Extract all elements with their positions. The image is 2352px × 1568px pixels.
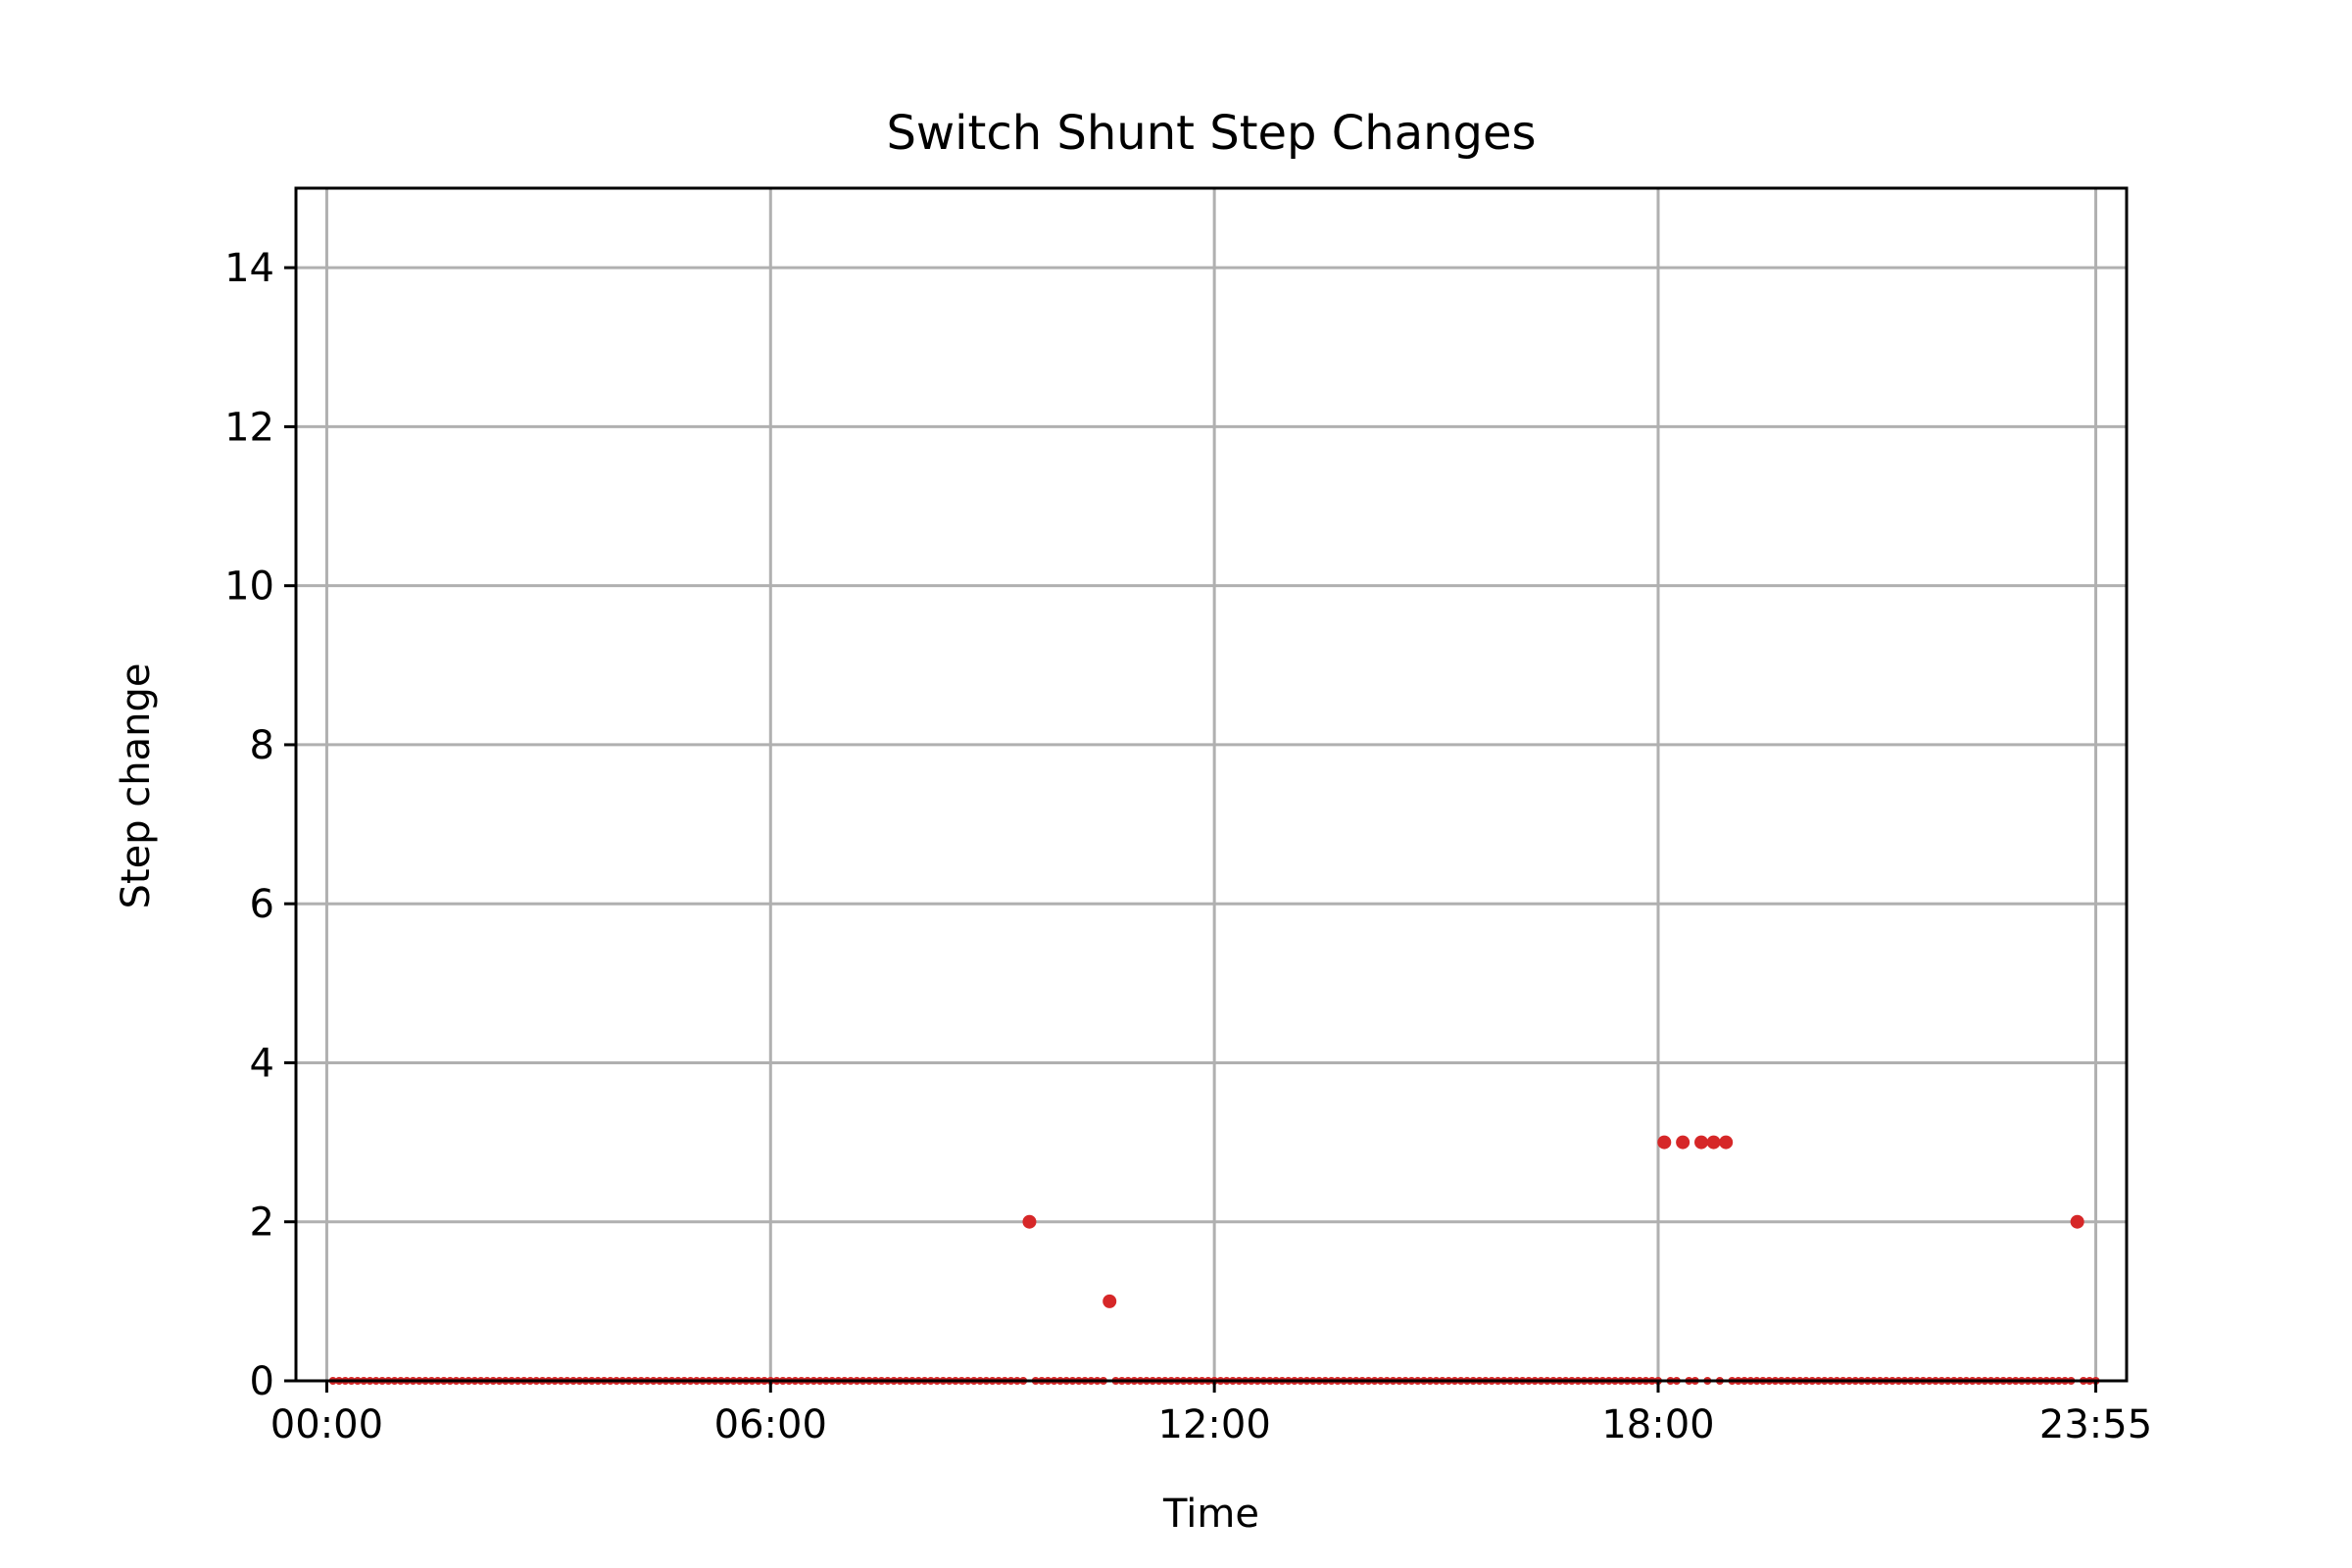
chart-title: Switch Shunt Step Changes [886,106,1536,161]
step-change-point [1657,1135,1672,1150]
y-tick-label: 6 [250,882,274,927]
x-tick-label: 00:00 [270,1402,383,1447]
y-tick-label: 14 [224,246,274,291]
step-change-point [1719,1135,1734,1150]
x-tick-label: 12:00 [1158,1402,1271,1447]
y-tick-label: 4 [250,1041,274,1086]
step-change-point [1694,1135,1709,1150]
step-change-point [1676,1135,1690,1150]
step-change-point [1022,1214,1037,1229]
x-axis-ticks: 00:00 06:00 12:00 18:00 23:55 [270,1381,2152,1447]
y-tick-label: 10 [224,564,274,610]
x-axis-label: Time [1162,1492,1259,1537]
y-tick-label: 0 [250,1359,274,1404]
y-tick-label: 2 [250,1200,274,1246]
x-tick-label: 06:00 [714,1402,827,1447]
step-change-point [2070,1214,2084,1229]
step-change-point [1706,1135,1721,1150]
x-tick-label: 18:00 [1601,1402,1714,1447]
y-axis-label: Step change [114,663,159,909]
x-tick-label: 23:55 [2039,1402,2152,1447]
step-change-point [1102,1294,1117,1308]
y-axis-ticks: 0 2 4 6 8 10 12 14 [224,246,296,1404]
plot-frame [294,186,2129,1383]
y-tick-label: 12 [224,405,274,450]
y-tick-label: 8 [250,723,274,768]
